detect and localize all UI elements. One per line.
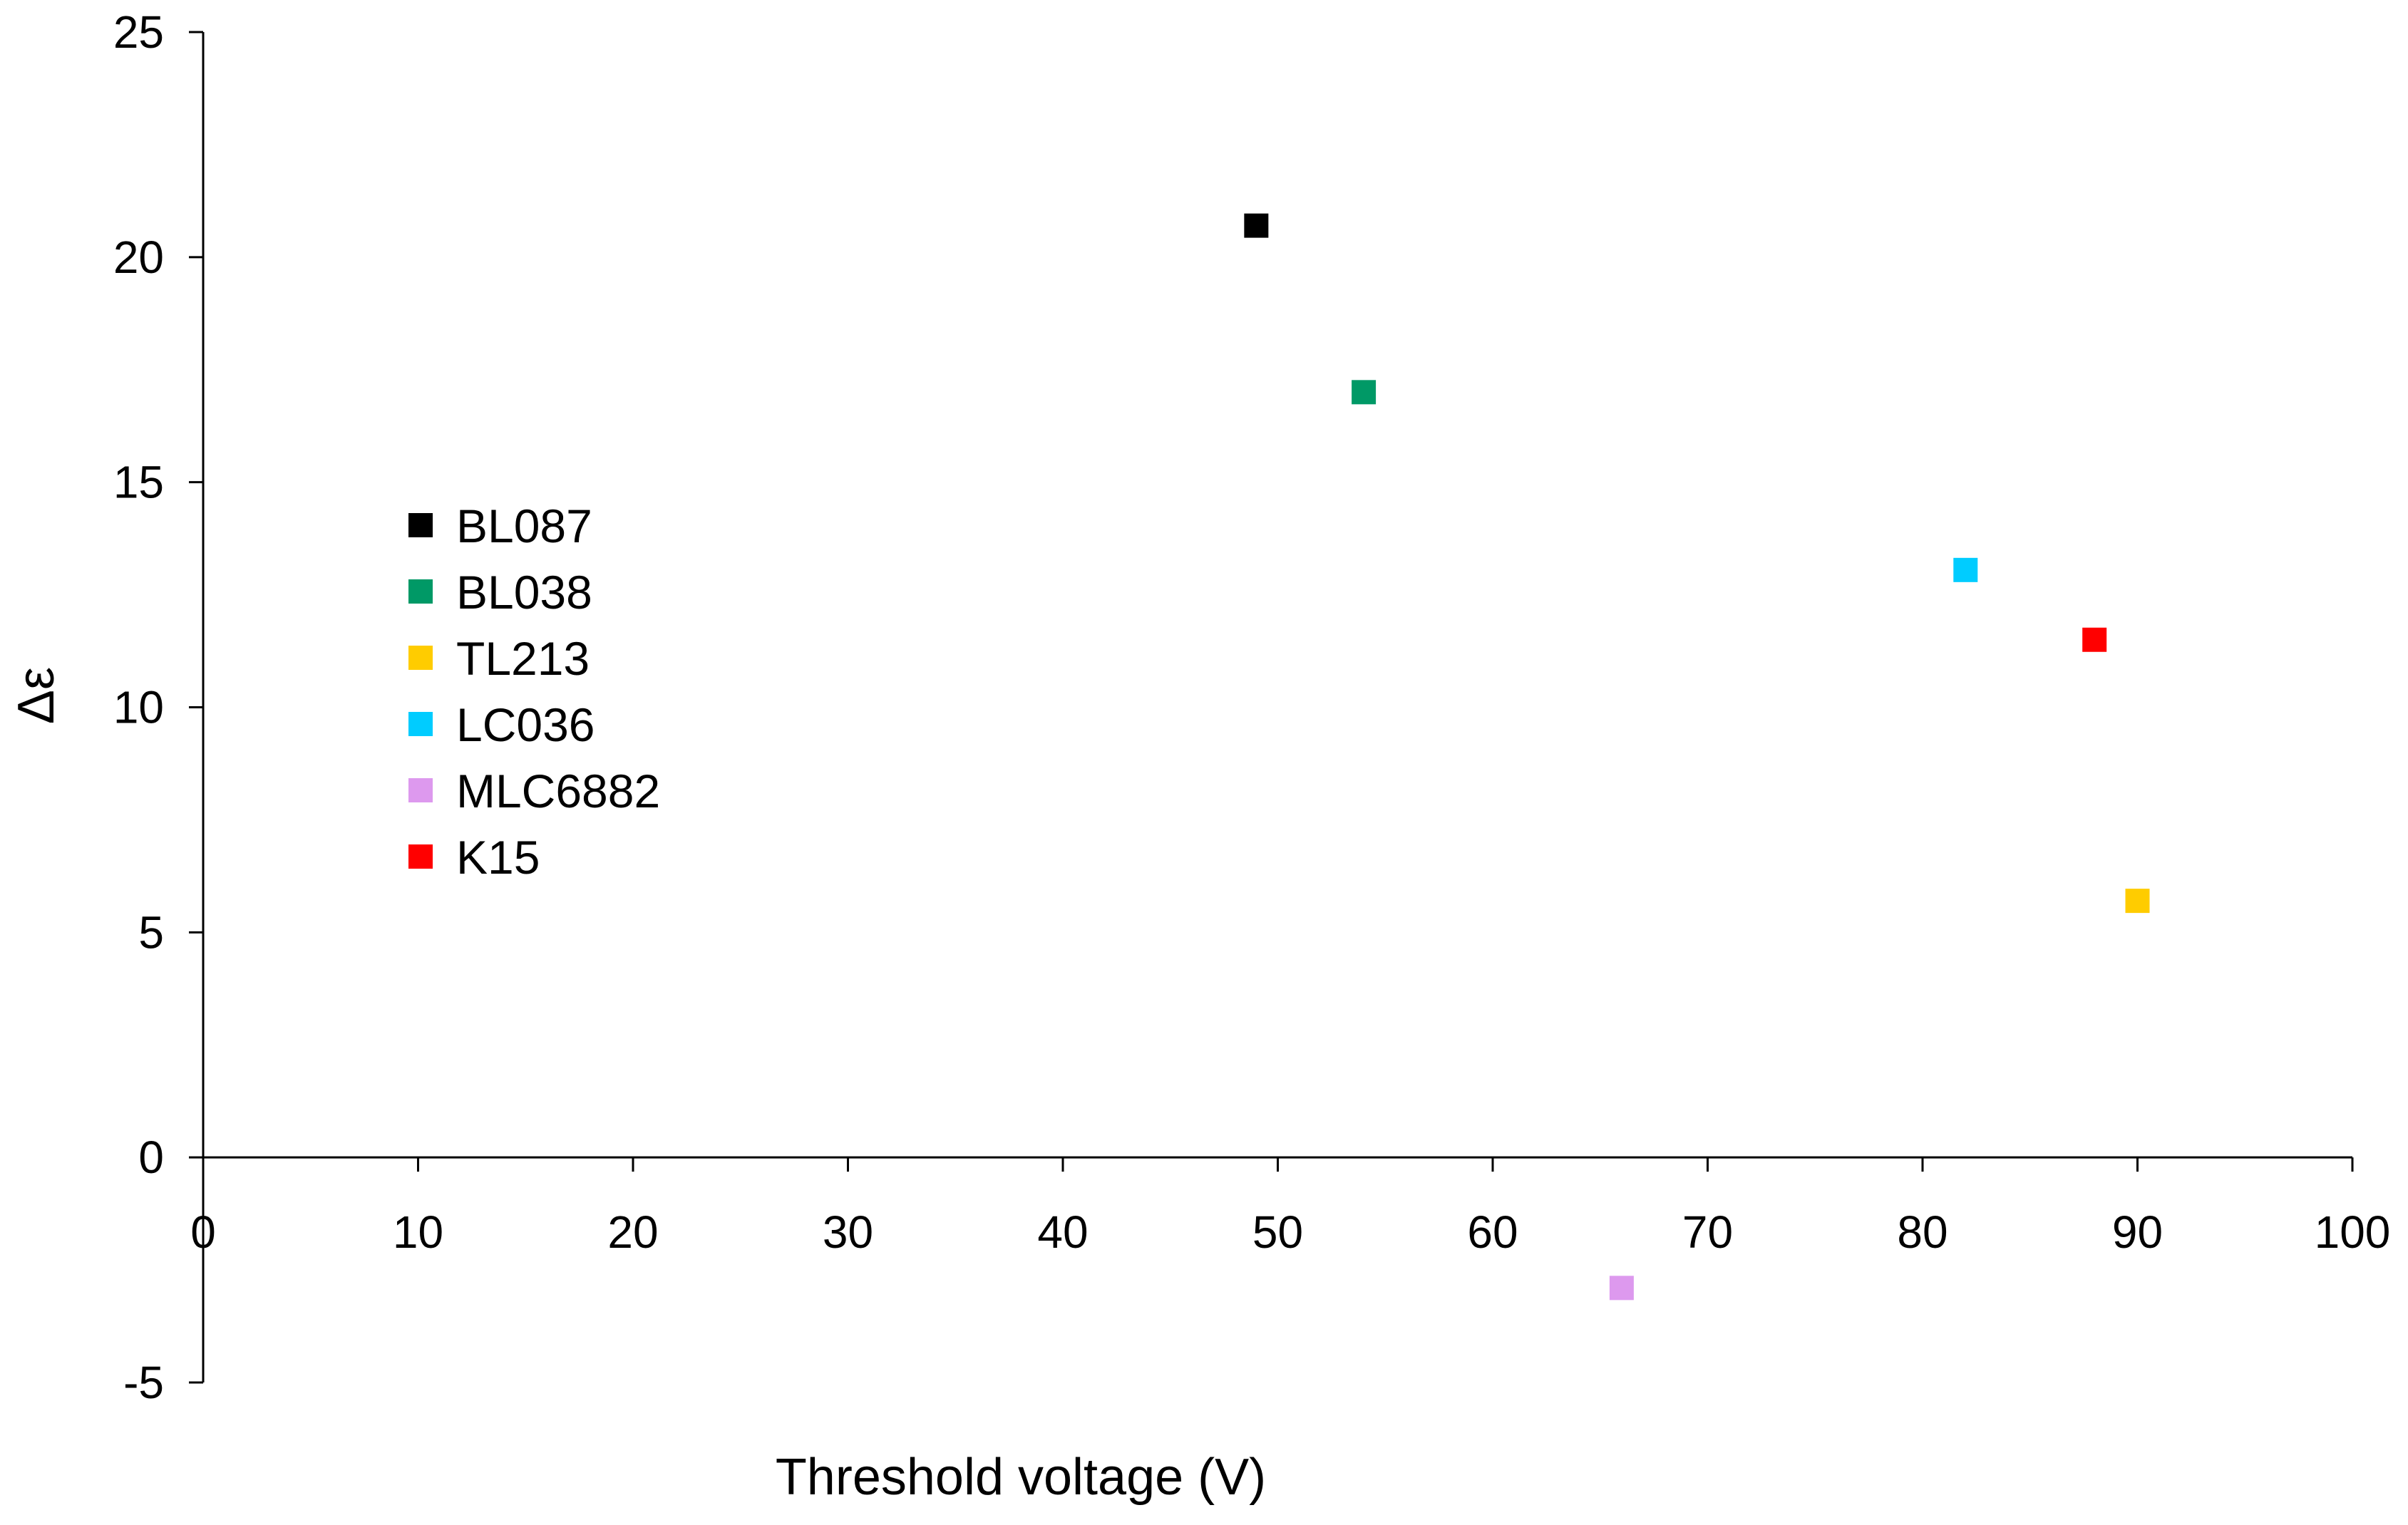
- x-tick-label: 60: [1467, 1206, 1518, 1258]
- x-tick-label: 80: [1897, 1206, 1948, 1258]
- y-tick-label: 10: [113, 682, 164, 733]
- y-axis-title: Δε: [8, 667, 65, 724]
- data-point-k15: [2082, 627, 2107, 652]
- legend-marker-bl087: [408, 513, 433, 537]
- x-tick-label: 50: [1252, 1206, 1303, 1258]
- legend-marker-tl213: [408, 646, 433, 670]
- data-point-lc036: [1953, 557, 1978, 582]
- legend-label-bl087: BL087: [456, 500, 592, 552]
- legend-marker-lc036: [408, 712, 433, 736]
- legend-label-tl213: TL213: [456, 632, 590, 685]
- legend: BL087 BL038 TL213 LC036 MLC6882 K15: [408, 500, 660, 884]
- y-axis: -5 0 5 10 15 20 25: [113, 6, 205, 1408]
- y-tick-label: 5: [138, 906, 164, 958]
- legend-label-lc036: LC036: [456, 698, 595, 751]
- data-point-tl213: [2125, 889, 2150, 914]
- y-tick-label: 25: [113, 6, 164, 58]
- legend-label-k15: K15: [456, 831, 540, 884]
- x-tick-label: 90: [2112, 1206, 2163, 1258]
- x-tick-label: 10: [393, 1206, 443, 1258]
- y-tick-label: 20: [113, 232, 164, 283]
- x-axis-title: Threshold voltage (V): [776, 1449, 1266, 1506]
- data-point-bl087: [1244, 213, 1269, 238]
- x-tick-label: 100: [2315, 1206, 2391, 1258]
- y-tick-label: 15: [113, 457, 164, 508]
- legend-marker-bl038: [408, 579, 433, 604]
- x-axis: 0 10 20 30 40 50 60 70 80 90 100: [190, 1156, 2391, 1258]
- data-points: [1244, 213, 2150, 1301]
- x-tick-label: 0: [190, 1206, 216, 1258]
- legend-marker-k15: [408, 844, 433, 869]
- y-tick-label: -5: [123, 1357, 164, 1408]
- x-tick-label: 20: [607, 1206, 658, 1258]
- legend-label-bl038: BL038: [456, 566, 592, 619]
- x-tick-label: 30: [823, 1206, 873, 1258]
- y-tick-label: 0: [138, 1132, 164, 1183]
- x-tick-label: 40: [1037, 1206, 1088, 1258]
- data-point-bl038: [1352, 380, 1377, 405]
- x-tick-label: 70: [1682, 1206, 1733, 1258]
- legend-marker-mlc6882: [408, 778, 433, 802]
- data-point-mlc6882: [1609, 1276, 1634, 1301]
- legend-label-mlc6882: MLC6882: [456, 765, 660, 817]
